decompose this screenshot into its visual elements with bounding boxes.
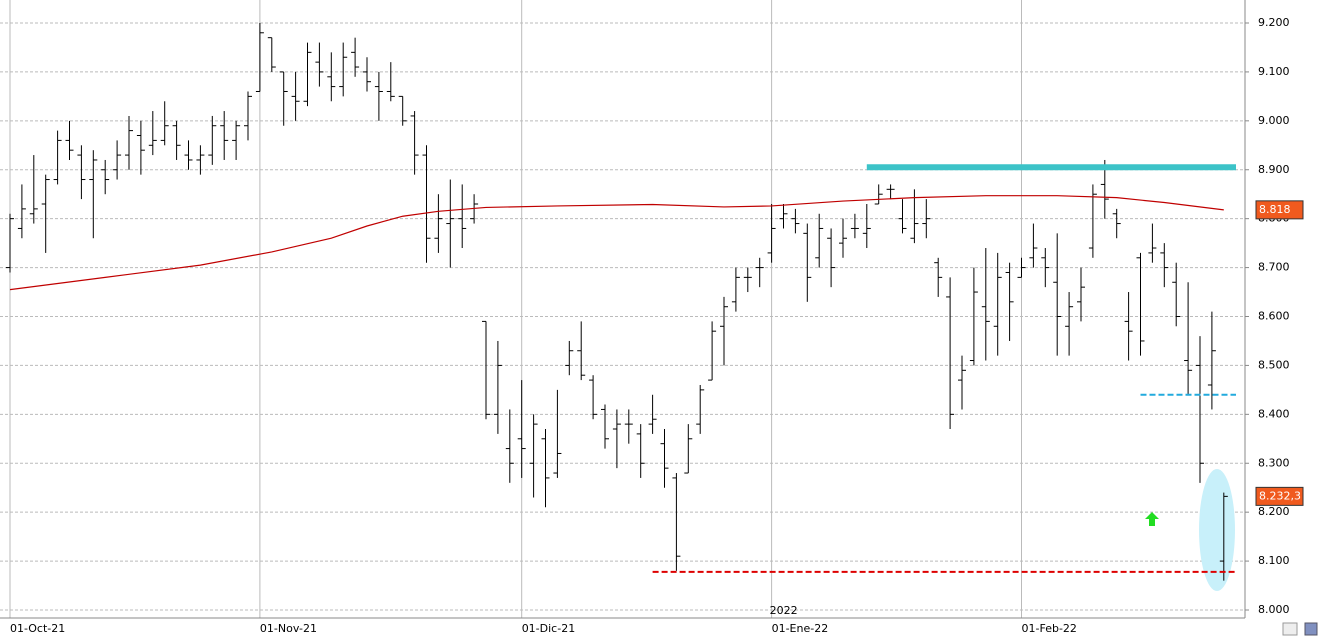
- y-tick-label: 8.000: [1258, 603, 1290, 616]
- x-tick-label: 01-Ene-22: [772, 622, 829, 635]
- y-tick-label: 8.100: [1258, 554, 1290, 567]
- save-icon[interactable]: [1304, 622, 1318, 636]
- x-tick-label: 01-Dic-21: [522, 622, 576, 635]
- marks: 8.818 8.232,3: [6, 23, 1304, 581]
- price-label: 8.818: [1259, 203, 1291, 216]
- x-tick-label: 01-Nov-21: [260, 622, 317, 635]
- highlight-ellipse: [1199, 469, 1235, 591]
- y-tick-label: 8.400: [1258, 407, 1290, 420]
- y-tick-label: 8.900: [1258, 163, 1290, 176]
- moving-average: [9, 195, 1224, 291]
- y-tick-label: 8.300: [1258, 456, 1290, 469]
- up-arrow: [1145, 512, 1159, 526]
- y-tick-label: 9.200: [1258, 16, 1290, 29]
- year-label: 2022: [770, 604, 798, 617]
- tool-icon[interactable]: [1282, 622, 1298, 636]
- price-label: 8.232,3: [1259, 489, 1301, 502]
- y-tick-label: 9.100: [1258, 65, 1290, 78]
- x-tick-label: 01-Oct-21: [10, 622, 65, 635]
- y-tick-label: 8.200: [1258, 505, 1290, 518]
- y-tick-label: 8.500: [1258, 358, 1290, 371]
- price-box: [1255, 200, 1304, 220]
- y-tick-label: 8.700: [1258, 261, 1290, 274]
- y-tick-label: 9.000: [1258, 114, 1290, 127]
- price-box: [1255, 486, 1304, 506]
- y-tick-label: 8.600: [1258, 310, 1290, 323]
- x-tick-label: 01-Feb-22: [1022, 622, 1077, 635]
